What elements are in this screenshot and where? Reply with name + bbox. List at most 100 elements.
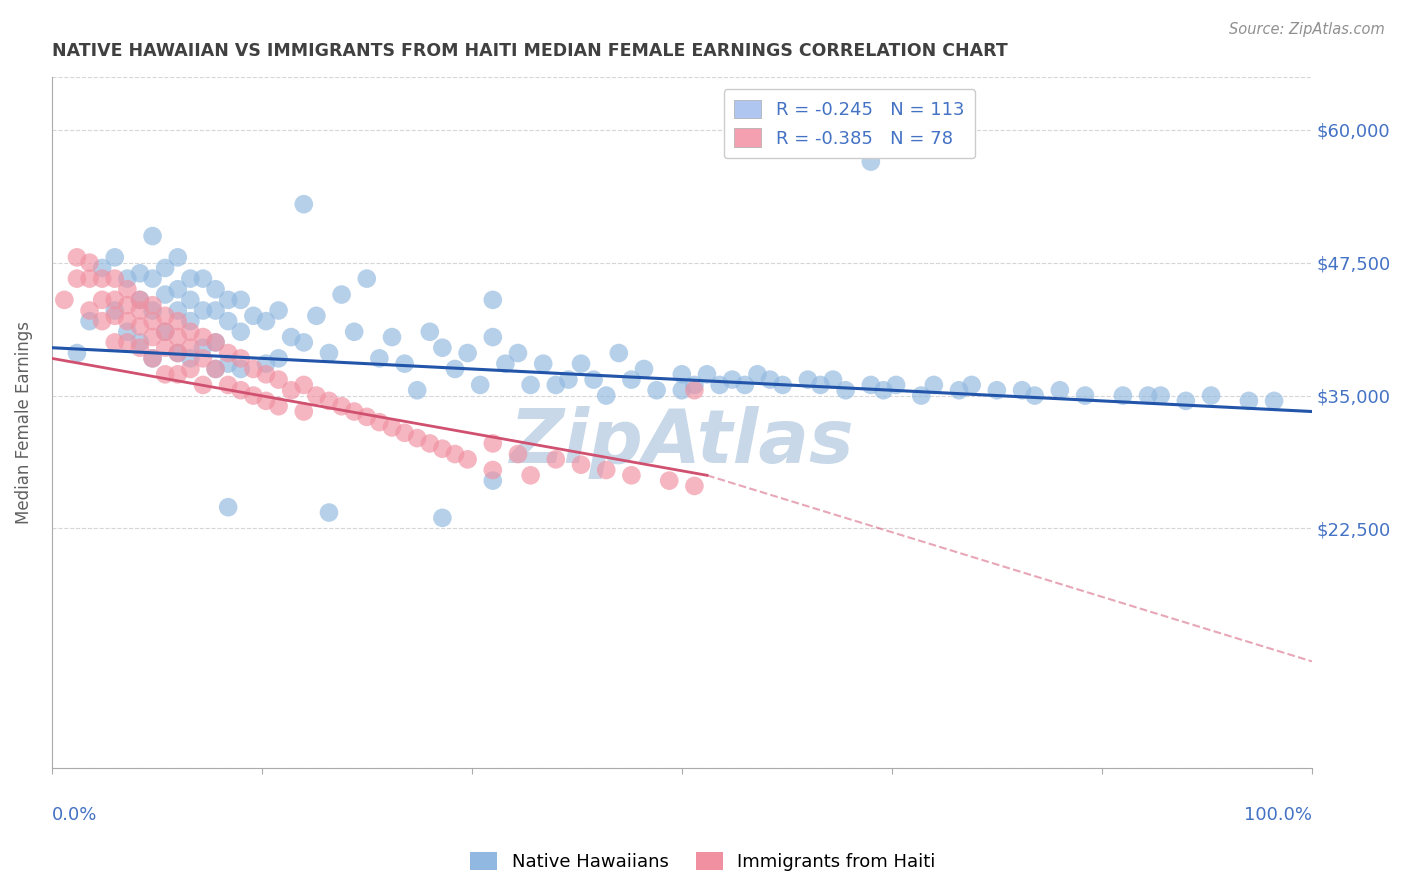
Text: ZipAtlas: ZipAtlas <box>509 407 853 479</box>
Point <box>217 500 239 515</box>
Point <box>569 458 592 472</box>
Point <box>419 325 441 339</box>
Point <box>166 330 188 344</box>
Point <box>117 271 139 285</box>
Point <box>368 351 391 366</box>
Point <box>406 431 429 445</box>
Point <box>481 474 503 488</box>
Point <box>620 373 643 387</box>
Point <box>142 271 165 285</box>
Point <box>318 346 340 360</box>
Point <box>1237 393 1260 408</box>
Point <box>721 373 744 387</box>
Point <box>217 293 239 307</box>
Point <box>859 154 882 169</box>
Point <box>859 378 882 392</box>
Point <box>254 357 277 371</box>
Point <box>457 452 479 467</box>
Point <box>191 341 214 355</box>
Point <box>683 479 706 493</box>
Y-axis label: Median Female Earnings: Median Female Earnings <box>15 320 32 524</box>
Point <box>444 447 467 461</box>
Point <box>1137 388 1160 402</box>
Point <box>117 314 139 328</box>
Point <box>142 330 165 344</box>
Text: 0.0%: 0.0% <box>52 805 97 823</box>
Point <box>683 384 706 398</box>
Point <box>217 314 239 328</box>
Point <box>242 388 264 402</box>
Point <box>494 357 516 371</box>
Point <box>153 368 176 382</box>
Point <box>292 378 315 392</box>
Point <box>267 351 290 366</box>
Point <box>204 362 226 376</box>
Point <box>280 384 302 398</box>
Point <box>153 325 176 339</box>
Point <box>305 388 328 402</box>
Point <box>343 325 366 339</box>
Point <box>305 309 328 323</box>
Point <box>179 362 201 376</box>
Point <box>1074 388 1097 402</box>
Point <box>356 409 378 424</box>
Point <box>142 314 165 328</box>
Point <box>191 351 214 366</box>
Point <box>191 271 214 285</box>
Point <box>394 357 416 371</box>
Point <box>470 378 492 392</box>
Point <box>79 314 101 328</box>
Point <box>242 309 264 323</box>
Text: NATIVE HAWAIIAN VS IMMIGRANTS FROM HAITI MEDIAN FEMALE EARNINGS CORRELATION CHAR: NATIVE HAWAIIAN VS IMMIGRANTS FROM HAITI… <box>52 42 1008 60</box>
Point <box>620 468 643 483</box>
Point <box>797 373 820 387</box>
Point <box>922 378 945 392</box>
Point <box>229 351 252 366</box>
Point <box>810 378 832 392</box>
Point <box>179 341 201 355</box>
Point <box>834 384 856 398</box>
Point <box>204 303 226 318</box>
Point <box>79 271 101 285</box>
Point <box>419 436 441 450</box>
Point <box>671 384 693 398</box>
Point <box>318 393 340 408</box>
Point <box>53 293 76 307</box>
Point <box>1199 388 1222 402</box>
Point <box>129 293 152 307</box>
Point <box>1024 388 1046 402</box>
Point <box>948 384 970 398</box>
Point <box>658 474 681 488</box>
Point <box>217 378 239 392</box>
Point <box>129 319 152 334</box>
Point <box>104 303 127 318</box>
Point <box>104 271 127 285</box>
Point <box>142 351 165 366</box>
Point <box>645 384 668 398</box>
Point <box>734 378 756 392</box>
Point <box>129 293 152 307</box>
Point <box>204 282 226 296</box>
Point <box>381 330 404 344</box>
Point <box>671 368 693 382</box>
Point <box>153 325 176 339</box>
Point <box>1011 384 1033 398</box>
Point <box>696 368 718 382</box>
Point <box>204 335 226 350</box>
Point <box>343 404 366 418</box>
Text: 100.0%: 100.0% <box>1244 805 1312 823</box>
Point <box>129 341 152 355</box>
Point <box>153 309 176 323</box>
Point <box>129 303 152 318</box>
Point <box>544 378 567 392</box>
Point <box>960 378 983 392</box>
Point <box>330 287 353 301</box>
Point <box>254 368 277 382</box>
Point <box>595 388 617 402</box>
Point <box>457 346 479 360</box>
Point <box>104 335 127 350</box>
Point <box>166 314 188 328</box>
Point <box>747 368 769 382</box>
Point <box>986 384 1008 398</box>
Point <box>153 260 176 275</box>
